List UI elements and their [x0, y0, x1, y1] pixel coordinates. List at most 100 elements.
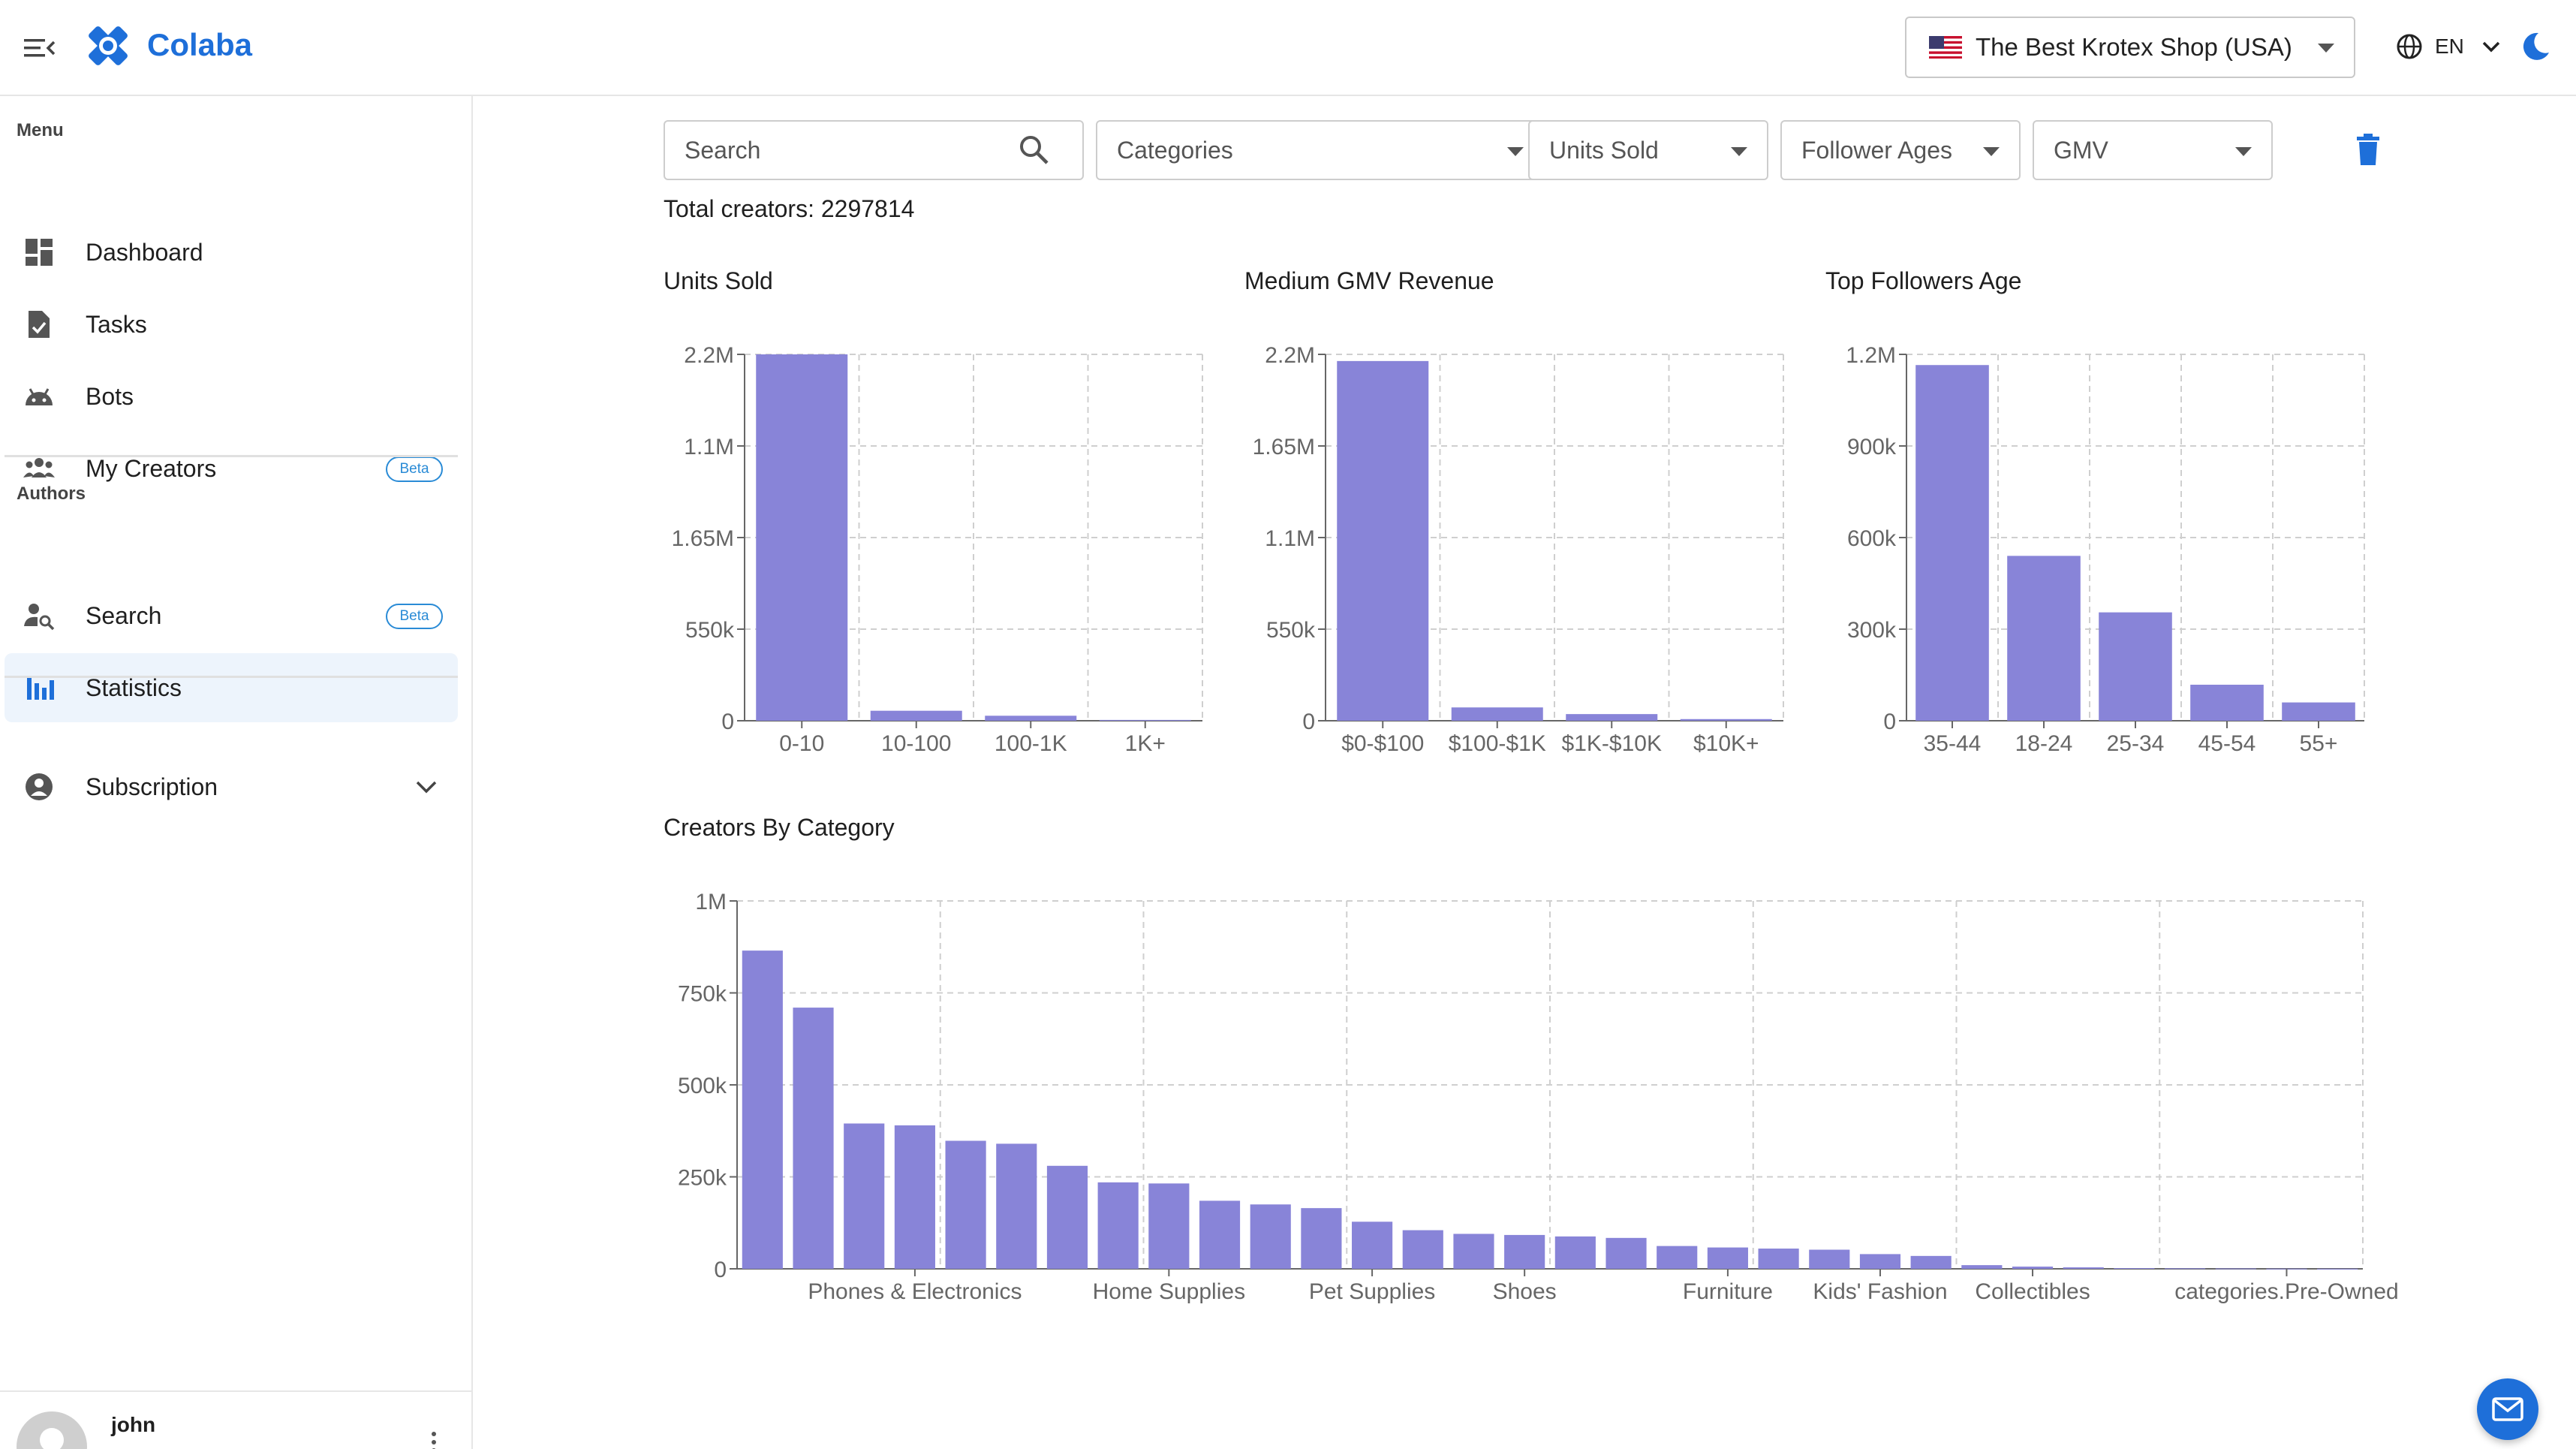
bar[interactable] [1809, 1249, 1850, 1269]
bar[interactable] [1859, 1254, 1901, 1269]
bar[interactable] [2317, 1268, 2358, 1270]
units-sold-select[interactable]: Units Sold [1528, 120, 1768, 180]
x-tick-label: 1K+ [1125, 731, 1166, 756]
gmv-select-label: GMV [2054, 137, 2108, 164]
bar[interactable] [2190, 685, 2264, 721]
bar[interactable] [894, 1125, 935, 1269]
bar[interactable] [1199, 1200, 1241, 1269]
more-vert-icon[interactable] [428, 1431, 440, 1449]
bar[interactable] [1554, 1236, 1596, 1269]
y-tick-label: 550k [685, 618, 735, 643]
bar[interactable] [1451, 707, 1543, 721]
sidebar-item-my-creators[interactable]: My Creators Beta [5, 434, 458, 503]
y-tick-label: 2.2M [1265, 343, 1315, 368]
trash-icon[interactable] [2355, 134, 2381, 165]
bar[interactable] [1910, 1255, 1952, 1269]
bar[interactable] [2012, 1267, 2054, 1269]
x-tick-label: 25-34 [2107, 731, 2165, 756]
sidebar-item-bots[interactable]: Bots [5, 362, 458, 431]
sidebar-divider [5, 676, 458, 678]
globe-icon[interactable] [2396, 33, 2423, 60]
avatar[interactable] [17, 1411, 87, 1449]
bar[interactable] [1961, 1265, 2003, 1269]
total-creators-count: Total creators: 2297814 [664, 195, 915, 222]
bar[interactable] [2099, 612, 2172, 721]
y-tick-label: 0 [1883, 709, 1896, 734]
bar[interactable] [996, 1143, 1037, 1269]
bar[interactable] [793, 1008, 834, 1269]
bar[interactable] [2007, 556, 2081, 721]
bar[interactable] [2114, 1268, 2155, 1270]
categories-select[interactable]: Categories [1096, 120, 1545, 180]
mail-button[interactable] [2477, 1378, 2538, 1440]
bar[interactable] [2165, 1268, 2206, 1270]
bar[interactable] [1337, 360, 1429, 721]
chart-title: Top Followers Age [1825, 267, 2022, 294]
x-tick-label: 35-44 [1924, 731, 1982, 756]
sidebar-item-dashboard[interactable]: Dashboard [5, 218, 458, 287]
menu-section-label: Menu [17, 120, 64, 140]
sidebar-divider [5, 455, 458, 457]
bar[interactable] [1453, 1234, 1494, 1269]
x-tick-label: Furniture [1683, 1279, 1773, 1304]
y-tick-label: 1.65M [672, 526, 734, 551]
chart-title: Medium GMV Revenue [1244, 267, 1494, 294]
y-tick-label: 550k [1266, 618, 1316, 643]
bar[interactable] [756, 354, 848, 721]
dark-mode-icon[interactable] [2519, 30, 2552, 63]
search-icon[interactable] [1018, 134, 1049, 165]
dashboard-icon [26, 239, 53, 266]
x-tick-label: Pet Supplies [1309, 1279, 1435, 1304]
y-tick-label: 1.65M [1253, 435, 1315, 459]
bar[interactable] [1402, 1230, 1443, 1269]
people-icon [23, 458, 55, 477]
bar[interactable] [1504, 1234, 1545, 1269]
bar[interactable] [2282, 702, 2355, 721]
menu-toggle-icon[interactable] [23, 33, 56, 63]
sidebar-item-search[interactable]: Search Beta [5, 581, 458, 650]
sidebar-item-tasks[interactable]: Tasks [5, 290, 458, 359]
bar[interactable] [1605, 1237, 1647, 1269]
bar[interactable] [1657, 1246, 1698, 1269]
brand-name[interactable]: Colaba [147, 27, 253, 62]
x-tick-label: $100-$1K [1449, 731, 1546, 756]
account-circle-icon [26, 773, 53, 800]
bar[interactable] [985, 715, 1077, 721]
bar[interactable] [1099, 719, 1191, 721]
chevron-down-icon[interactable] [414, 778, 438, 796]
y-tick-label: 0 [1302, 709, 1315, 734]
bar[interactable] [1566, 714, 1658, 721]
y-tick-label: 1.2M [1846, 343, 1896, 368]
shop-select[interactable]: The Best Krotex Shop (USA) [1905, 17, 2355, 78]
bar[interactable] [1915, 365, 1989, 721]
bar[interactable] [844, 1123, 885, 1269]
bot-icon [26, 388, 53, 405]
bar[interactable] [1352, 1222, 1393, 1269]
bar[interactable] [1758, 1249, 1799, 1269]
y-tick-label: 1.1M [684, 435, 734, 459]
bar[interactable] [1250, 1204, 1291, 1269]
chevron-down-icon[interactable] [2481, 39, 2501, 54]
bar[interactable] [1097, 1182, 1139, 1269]
x-tick-label: categories.Pre-Owned [2174, 1279, 2398, 1304]
categories-select-label: Categories [1117, 137, 1233, 164]
search-input[interactable] [664, 120, 1084, 180]
bar[interactable] [1046, 1165, 1088, 1269]
bar[interactable] [1148, 1183, 1190, 1269]
bar[interactable] [742, 950, 783, 1269]
bar[interactable] [2063, 1267, 2104, 1269]
bar[interactable] [945, 1140, 986, 1269]
bar[interactable] [2215, 1268, 2256, 1270]
colaba-logo-icon[interactable] [84, 21, 132, 71]
bar[interactable] [1707, 1247, 1748, 1269]
sidebar-item-label: Search [86, 602, 162, 629]
bar[interactable] [1680, 718, 1772, 721]
gmv-select[interactable]: GMV [2033, 120, 2273, 180]
follower-ages-select[interactable]: Follower Ages [1780, 120, 2021, 180]
sidebar-item-statistics[interactable]: Statistics [5, 653, 458, 722]
language-label[interactable]: EN [2435, 35, 2464, 58]
bar[interactable] [1301, 1208, 1342, 1269]
bar[interactable] [870, 710, 962, 721]
sidebar-item-subscription[interactable]: Subscription [5, 752, 458, 821]
us-flag-icon [1929, 36, 1962, 59]
